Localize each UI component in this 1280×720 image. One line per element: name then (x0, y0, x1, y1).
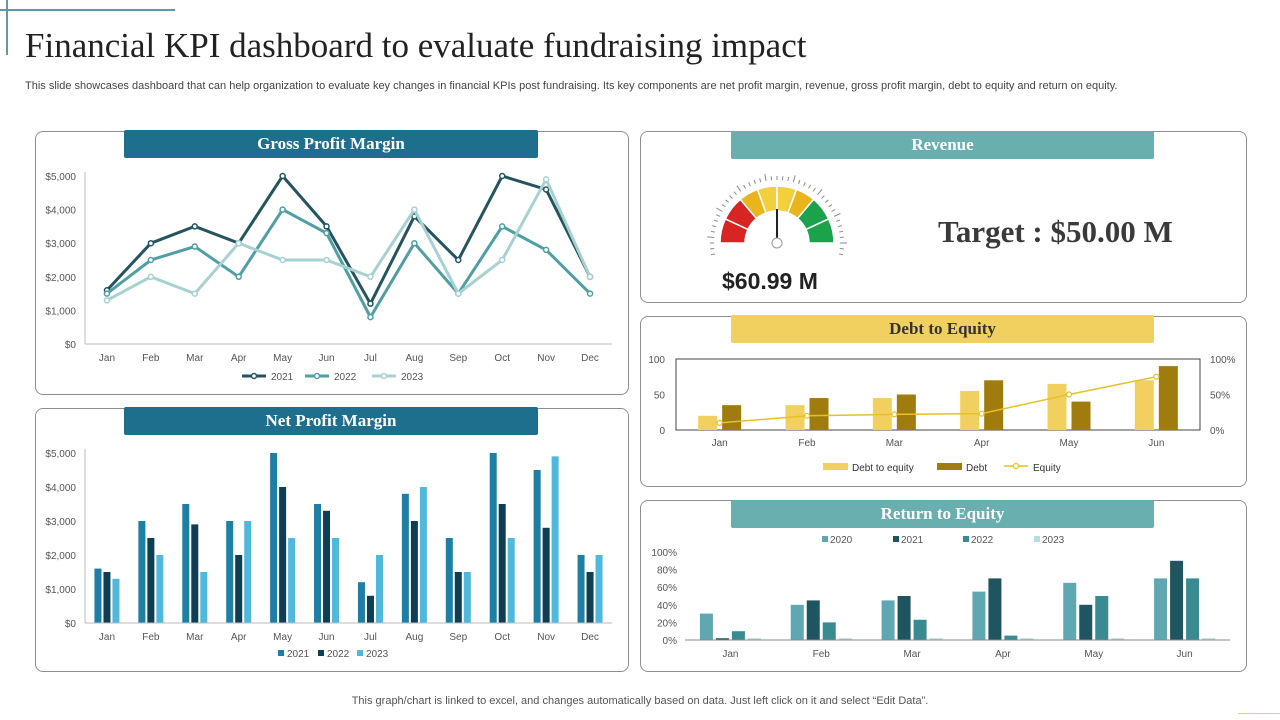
page-title: Financial KPI dashboard to evaluate fund… (25, 26, 807, 65)
page-subtitle: This slide showcases dashboard that can … (25, 80, 1118, 92)
net-profit-banner: Net Profit Margin (124, 407, 538, 435)
return-equity-banner: Return to Equity (731, 500, 1154, 528)
return-equity-panel (640, 500, 1247, 672)
revenue-target: Target : $50.00 M (938, 214, 1173, 249)
corner-accent-bottom (1238, 713, 1280, 714)
net-profit-panel (35, 408, 629, 672)
gross-profit-banner: Gross Profit Margin (124, 130, 538, 158)
footer-note: This graph/chart is linked to excel, and… (351, 695, 929, 707)
gross-profit-panel (35, 131, 629, 395)
revenue-banner: Revenue (731, 131, 1154, 159)
debt-equity-banner: Debt to Equity (731, 315, 1154, 343)
revenue-gauge-value: $60.99 M (722, 268, 818, 294)
corner-accent-horizontal (0, 9, 175, 11)
corner-accent-vertical (6, 0, 8, 55)
